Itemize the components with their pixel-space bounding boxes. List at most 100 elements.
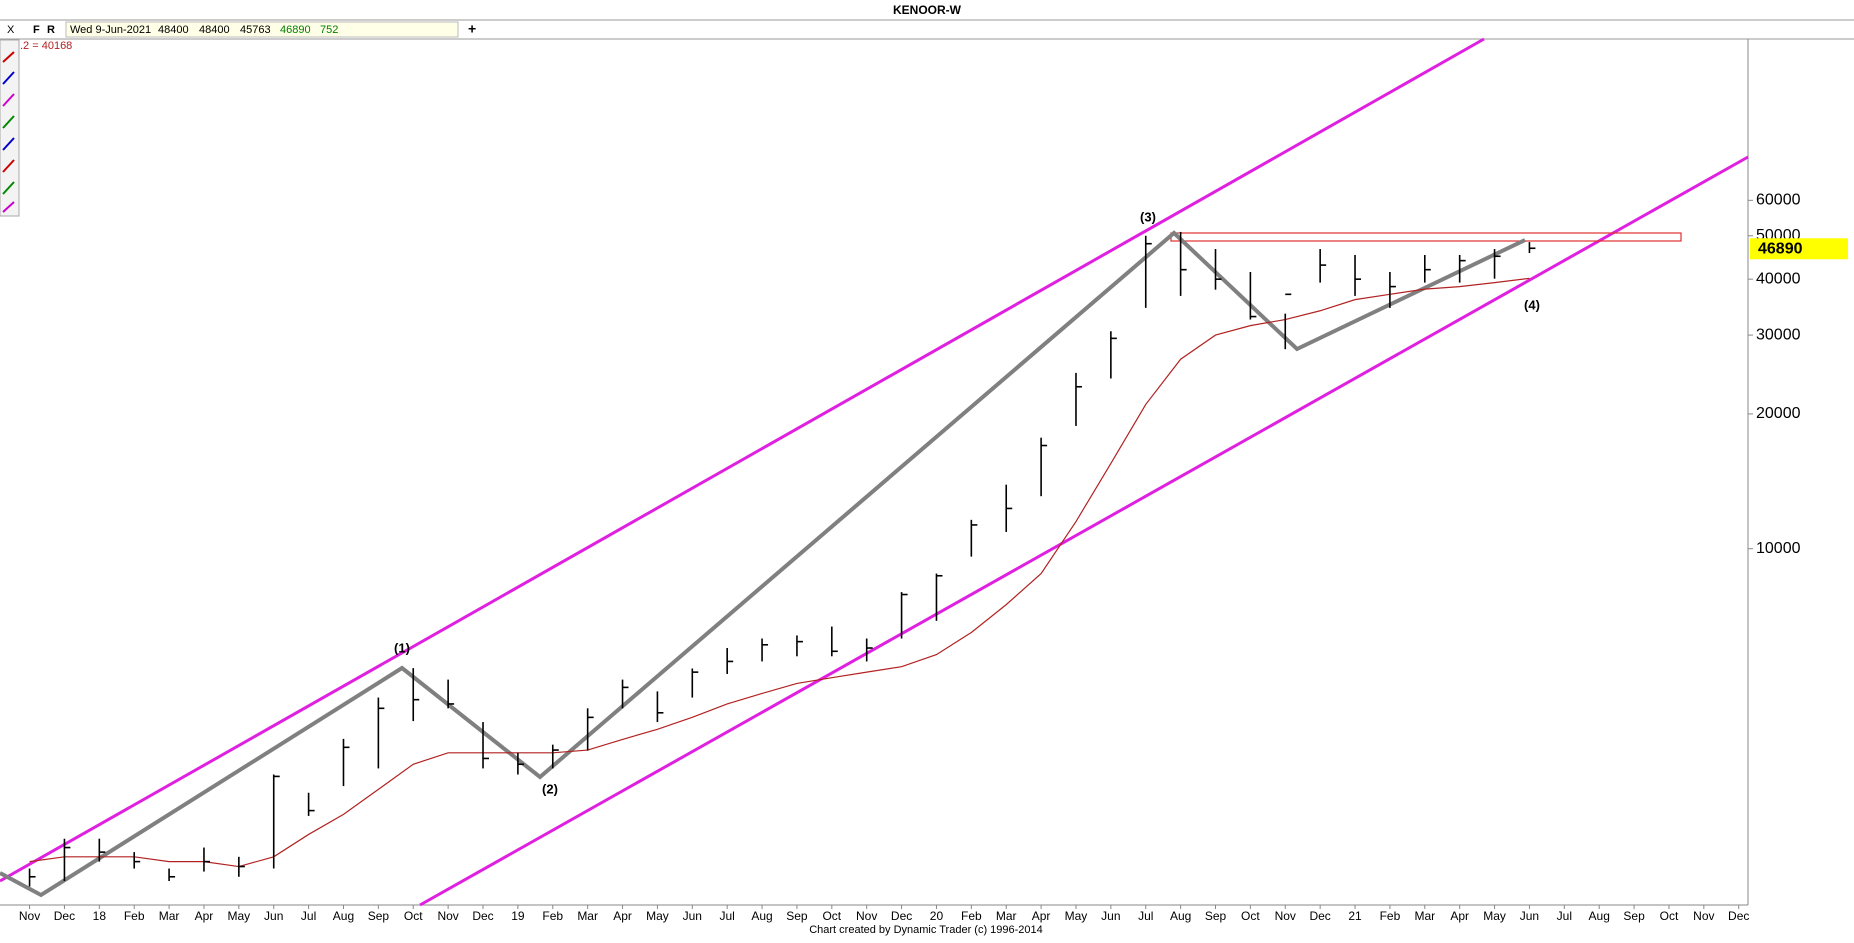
close-button[interactable]: X <box>7 24 15 36</box>
tool-icon[interactable] <box>2 181 15 195</box>
high: 48400 <box>199 24 230 36</box>
y-tick-label: 10000 <box>1756 540 1801 557</box>
readout-box <box>65 21 459 38</box>
price-bar <box>98 838 106 862</box>
price-bar <box>621 679 629 709</box>
price-bar <box>168 868 176 882</box>
r-button[interactable]: R <box>47 24 55 36</box>
wave-label: (4) <box>1524 297 1540 312</box>
y-tick-label: 60000 <box>1756 192 1801 209</box>
x-tick-label: Feb <box>1380 909 1401 923</box>
tool-icon[interactable] <box>2 93 15 107</box>
x-tick-label: Sep <box>1623 909 1645 923</box>
open: 48400 <box>158 24 189 36</box>
price-bar <box>1144 235 1152 308</box>
volume: 752 <box>320 24 338 36</box>
x-tick-label: Aug <box>1170 909 1191 923</box>
price-bar <box>272 774 280 869</box>
price-bar <box>133 852 141 869</box>
price-bar <box>482 722 490 769</box>
ma-readout: .2 = 40168 <box>20 40 72 52</box>
tool-icon[interactable] <box>2 51 15 63</box>
tool-icon[interactable] <box>2 201 15 213</box>
price-bar <box>203 847 210 872</box>
x-tick-label: Dec <box>891 909 912 923</box>
price-bar <box>761 638 769 662</box>
price-bar <box>1005 484 1013 532</box>
x-tick-label: Apr <box>613 909 632 923</box>
y-tick-label: 30000 <box>1756 326 1801 343</box>
x-tick-label: May <box>228 909 251 923</box>
x-tick-label: Mar <box>577 909 598 923</box>
tool-icon[interactable] <box>2 137 15 151</box>
moving-average <box>29 277 1530 868</box>
last-price-box <box>1750 238 1848 260</box>
tool-panel <box>0 39 20 217</box>
x-tick-label: Dec <box>54 909 75 923</box>
x-tick-label: Jun <box>1101 909 1120 923</box>
price-bar <box>935 573 943 621</box>
x-tick-label: May <box>646 909 669 923</box>
x-tick-label: Jun <box>683 909 702 923</box>
x-tick-label: May <box>1483 909 1506 923</box>
price-bar <box>586 708 594 751</box>
price-bar <box>900 592 908 639</box>
x-tick-label: Dec <box>1309 909 1330 923</box>
x-tick-label: Oct <box>822 909 841 923</box>
x-tick-label: Feb <box>542 909 563 923</box>
price-bar <box>63 838 71 882</box>
x-tick-label: 18 <box>93 909 107 923</box>
footer: Chart created by Dynamic Trader (c) 1996… <box>809 924 1043 936</box>
price-bar <box>342 738 350 787</box>
price-bar <box>1423 254 1431 283</box>
x-tick-label: Dec <box>472 909 493 923</box>
y-tick-label: 40000 <box>1756 270 1801 287</box>
price-bar <box>796 635 803 657</box>
price-bar <box>1284 293 1292 350</box>
date: Wed 9-Jun-2021 <box>70 24 151 36</box>
x-tick-label: Feb <box>124 909 145 923</box>
price-bar <box>831 626 838 657</box>
price-bar <box>377 697 385 769</box>
x-tick-label: Apr <box>1450 909 1469 923</box>
x-tick-label: Nov <box>19 909 40 923</box>
last-price-label: 46890 <box>1758 240 1803 257</box>
channel-line <box>419 155 1749 907</box>
price-bar <box>1075 372 1082 426</box>
price-bar <box>1458 254 1466 283</box>
price-bar <box>517 752 524 775</box>
x-tick-label: Mar <box>159 909 180 923</box>
price-bar <box>1389 272 1396 308</box>
add-button[interactable]: + <box>468 21 476 37</box>
x-tick-label: Sep <box>368 909 390 923</box>
x-tick-label: Jul <box>1138 909 1153 923</box>
x-tick-label: Sep <box>1205 909 1227 923</box>
tool-icon[interactable] <box>2 71 15 85</box>
price-bar <box>656 691 664 723</box>
x-tick-label: Aug <box>1589 909 1610 923</box>
x-tick-label: Dec <box>1728 909 1749 923</box>
tool-icon[interactable] <box>2 115 15 129</box>
x-tick-label: Oct <box>404 909 423 923</box>
chart-title: KENOOR-W <box>893 3 962 17</box>
x-tick-label: Aug <box>333 909 354 923</box>
x-tick-label: Nov <box>1693 909 1714 923</box>
price-bar <box>412 668 420 722</box>
wave-label: (3) <box>1140 209 1156 224</box>
x-tick-label: Oct <box>1660 909 1679 923</box>
price-bar <box>865 638 873 662</box>
x-tick-label: 20 <box>930 909 944 923</box>
x-tick-label: Sep <box>786 909 808 923</box>
x-tick-label: Jul <box>301 909 316 923</box>
wave-label: (1) <box>394 640 410 655</box>
price-bar <box>1354 254 1362 296</box>
x-tick-label: Oct <box>1241 909 1260 923</box>
x-tick-label: Apr <box>1032 909 1051 923</box>
x-tick-label: 19 <box>511 909 525 923</box>
price-bar <box>1528 242 1536 253</box>
price-bar <box>1040 437 1048 497</box>
f-button[interactable]: F <box>33 24 40 36</box>
price-bar <box>1493 249 1501 279</box>
tool-icon[interactable] <box>2 159 15 173</box>
